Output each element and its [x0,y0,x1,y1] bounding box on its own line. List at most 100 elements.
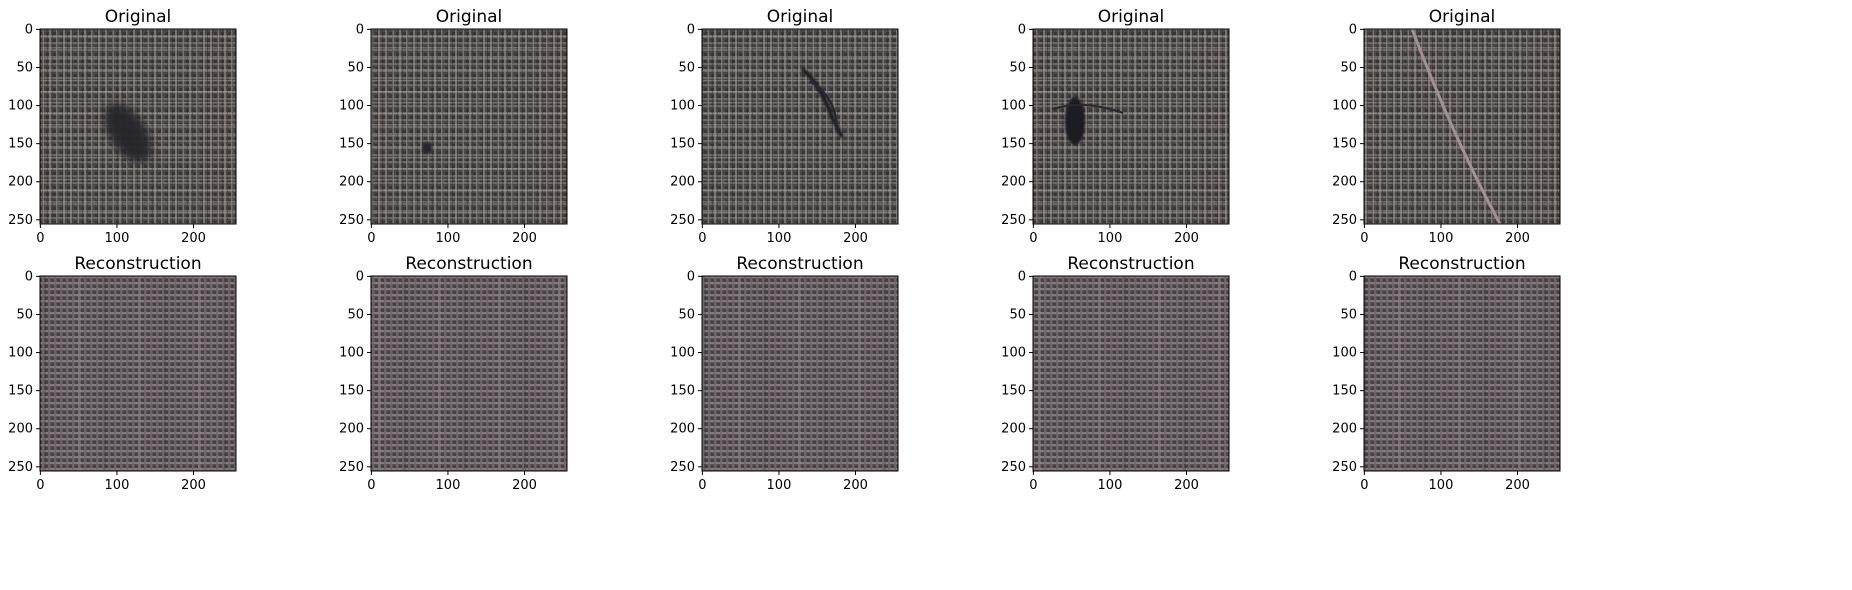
image-content [1033,276,1229,471]
image-content [40,276,236,471]
x-tick-label: 0 [36,231,44,246]
original-image-2: Original0501001502002500 100 200 [339,7,567,246]
panel-title-original: Original [1429,7,1496,27]
x-tick-label: 0 [1360,478,1368,493]
x-tick-label: 0 [698,231,706,246]
x-tick-label: 100 [436,478,461,493]
y-tick-label: 100 [8,346,33,361]
y-tick-label: 200 [1332,422,1357,437]
y-tick-label: 250 [1001,460,1026,475]
panels: Original0501001502002500 100 200Original05… [8,7,1560,493]
y-tick-label: 50 [1340,60,1357,75]
image-content [1364,276,1560,471]
y-tick-label: 200 [1332,175,1357,190]
y-tick-label: 100 [1001,346,1026,361]
y-tick-label: 50 [1009,60,1026,75]
x-tick-label: 200 [512,478,537,493]
y-tick-label: 150 [1001,384,1026,399]
y-tick-label: 200 [339,422,364,437]
y-tick-label: 200 [8,422,33,437]
y-tick-label: 0 [1349,22,1357,37]
x-tick-label: 100 [767,478,792,493]
x-tick-label: 100 [767,231,792,246]
x-tick-label: 0 [1029,478,1037,493]
x-tick-label: 0 [1029,231,1037,246]
y-tick-label: 250 [1332,460,1357,475]
y-tick-label: 0 [1018,269,1026,284]
y-tick-label: 50 [347,307,364,322]
x-tick-label: 100 [105,231,130,246]
y-tick-label: 100 [8,99,33,114]
x-tick-label: 200 [512,231,537,246]
x-tick-label: 200 [1505,478,1530,493]
image-content [1033,29,1229,224]
x-tick-label: 0 [698,478,706,493]
spot-defect [422,142,432,154]
y-tick-label: 0 [356,269,364,284]
x-tick-label: 100 [105,478,130,493]
panel-title-reconstruction: Reconstruction [1067,254,1194,274]
y-tick-label: 50 [16,307,33,322]
y-tick-label: 0 [1018,22,1026,37]
x-tick-label: 200 [181,478,206,493]
y-tick-label: 100 [339,99,364,114]
original-image-4: Original0501001502002500 100 200 [1001,7,1229,246]
y-tick-label: 50 [678,307,695,322]
panel-title-original: Original [767,7,834,27]
x-tick-label: 100 [1429,478,1454,493]
y-tick-label: 150 [8,137,33,152]
image-content [371,29,567,224]
y-tick-label: 0 [356,22,364,37]
y-tick-label: 50 [678,60,695,75]
x-tick-label: 0 [36,478,44,493]
panel-title-reconstruction: Reconstruction [405,254,532,274]
y-tick-label: 0 [25,269,33,284]
x-tick-label: 0 [367,478,375,493]
panel-title-reconstruction: Reconstruction [74,254,201,274]
x-tick-label: 200 [1174,231,1199,246]
y-tick-label: 50 [1340,307,1357,322]
x-tick-label: 100 [1098,478,1123,493]
y-tick-label: 50 [16,60,33,75]
reconstruction-image-1: Reconstruction0501001502002500 100 200 [8,254,236,493]
y-tick-label: 150 [670,384,695,399]
y-tick-label: 200 [1001,175,1026,190]
y-tick-label: 0 [1349,269,1357,284]
x-tick-label: 0 [1360,231,1368,246]
y-tick-label: 150 [1332,384,1357,399]
y-tick-label: 100 [1001,99,1026,114]
y-tick-label: 0 [25,22,33,37]
panel-title-reconstruction: Reconstruction [736,254,863,274]
x-tick-label: 100 [1098,231,1123,246]
panel-title-original: Original [1098,7,1165,27]
x-tick-label: 200 [843,478,868,493]
image-content [702,29,898,224]
y-tick-label: 200 [670,175,695,190]
image-content [40,29,236,224]
original-image-5: Original0501001502002500 100 200 [1332,7,1560,246]
y-tick-label: 150 [339,384,364,399]
y-tick-label: 250 [339,213,364,228]
y-tick-label: 0 [687,269,695,284]
y-tick-label: 100 [1332,346,1357,361]
x-tick-label: 0 [367,231,375,246]
y-tick-label: 150 [339,137,364,152]
y-tick-label: 50 [1009,307,1026,322]
y-tick-label: 0 [687,22,695,37]
y-tick-label: 250 [670,213,695,228]
panel-title-original: Original [436,7,503,27]
y-tick-label: 250 [1332,213,1357,228]
y-tick-label: 100 [670,346,695,361]
x-tick-label: 200 [181,231,206,246]
y-tick-label: 100 [670,99,695,114]
y-tick-label: 150 [1332,137,1357,152]
y-tick-label: 250 [1001,213,1026,228]
y-tick-label: 200 [1001,422,1026,437]
y-tick-label: 250 [670,460,695,475]
